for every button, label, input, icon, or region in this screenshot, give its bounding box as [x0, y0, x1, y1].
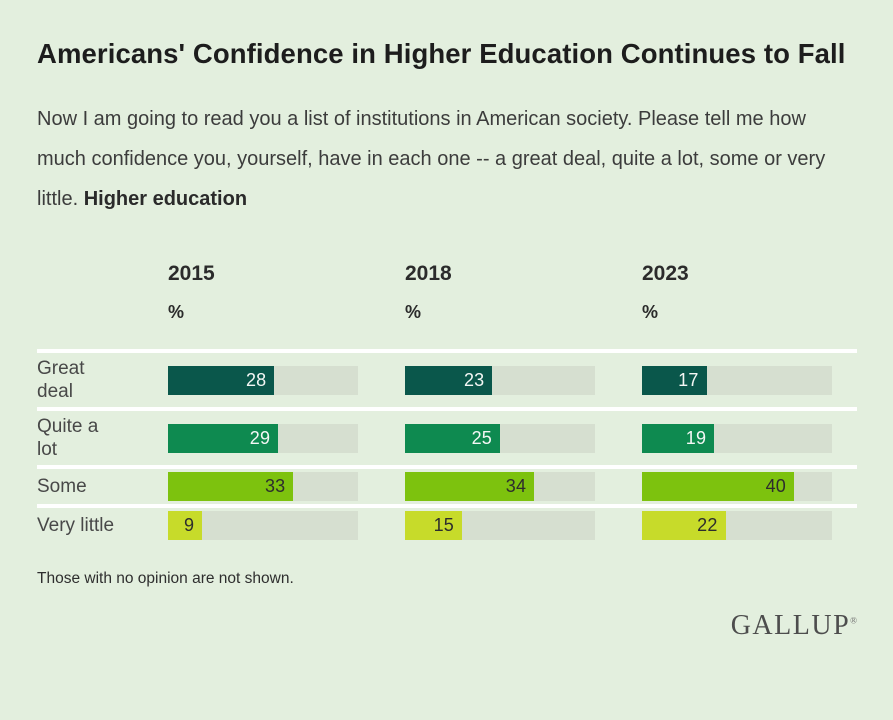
bar-track: 33 — [168, 472, 358, 501]
bar-some-2023: 40 — [642, 472, 794, 501]
bar-value: 29 — [249, 427, 271, 448]
chart-row-quite-a-lot: Quite a lot 29 25 19 — [37, 407, 857, 465]
gallup-wordmark: GALLUP — [730, 610, 851, 641]
year-label: 2015 — [168, 262, 215, 285]
bar-quite-a-lot-2015: 29 — [168, 423, 279, 453]
chart-row-some: Some 33 34 40 — [37, 465, 857, 504]
cell-very-little-2018: 15 — [405, 511, 595, 540]
bar-value: 17 — [678, 369, 699, 390]
percent-unit-label: % — [642, 302, 659, 322]
gallup-logo: GALLUP® — [37, 610, 857, 642]
bar-track: 29 — [168, 423, 358, 453]
bar-track: 23 — [405, 365, 595, 395]
bar-value: 25 — [471, 427, 492, 448]
column-header-2023: 2023 % — [642, 261, 832, 323]
year-label: 2023 — [642, 262, 689, 285]
bar-value: 22 — [697, 515, 718, 535]
survey-question-topic: Higher education — [83, 188, 248, 210]
cell-some-2023: 40 — [642, 472, 832, 501]
percent-unit-label: % — [405, 302, 422, 322]
chart-row-very-little: Very little 9 15 22 — [37, 504, 857, 543]
bar-quite-a-lot-2018: 25 — [405, 423, 500, 453]
bar-track: 34 — [405, 472, 595, 501]
percent-unit-label: % — [168, 302, 185, 322]
bar-value: 33 — [264, 476, 286, 496]
chart-column-headers: 2015 % 2018 % 2023 % — [37, 261, 857, 323]
bar-great-deal-2018: 23 — [405, 365, 493, 395]
chart-row-great-deal: Great deal 28 23 17 — [37, 349, 857, 407]
cell-some-2018: 34 — [405, 472, 595, 501]
cell-very-little-2015: 9 — [168, 511, 358, 540]
row-label-great-deal: Great deal — [37, 358, 85, 402]
label-column-spacer — [37, 261, 168, 323]
cell-some-2015: 33 — [168, 472, 358, 501]
cell-quite-a-lot-2015: 29 — [168, 423, 358, 453]
bar-track: 28 — [168, 365, 358, 395]
row-label-very-little: Very little — [37, 515, 115, 536]
year-label: 2018 — [405, 262, 452, 285]
bar-value: 15 — [433, 515, 454, 535]
bar-quite-a-lot-2023: 19 — [642, 423, 715, 453]
bar-track: 9 — [168, 511, 358, 540]
bar-value: 19 — [685, 427, 707, 448]
footnote: Those with no opinion are not shown. — [37, 570, 294, 587]
cell-quite-a-lot-2023: 19 — [642, 423, 832, 453]
bar-track: 17 — [642, 365, 832, 395]
bar-some-2018: 34 — [405, 472, 535, 501]
column-header-2018: 2018 % — [405, 261, 595, 323]
bar-value: 40 — [765, 476, 786, 496]
bar-track: 22 — [642, 511, 832, 540]
bar-chart: 2015 % 2018 % 2023 % Great deal 28 — [37, 261, 857, 543]
bar-track: 19 — [642, 423, 832, 453]
bar-great-deal-2015: 28 — [168, 365, 275, 395]
bar-track: 40 — [642, 472, 832, 501]
registered-trademark-icon: ® — [850, 615, 857, 626]
cell-great-deal-2018: 23 — [405, 365, 595, 395]
bar-track: 25 — [405, 423, 595, 453]
bar-value: 34 — [505, 476, 527, 496]
bar-value: 9 — [183, 515, 195, 535]
bar-great-deal-2023: 17 — [642, 365, 707, 395]
cell-great-deal-2015: 28 — [168, 365, 358, 395]
bar-some-2015: 33 — [168, 472, 294, 501]
bar-very-little-2015: 9 — [168, 511, 203, 540]
cell-great-deal-2023: 17 — [642, 365, 832, 395]
row-label-quite-a-lot: Quite a lot — [37, 416, 99, 460]
cell-very-little-2023: 22 — [642, 511, 832, 540]
bar-value: 23 — [463, 369, 485, 390]
survey-question-text: Now I am going to read you a list of ins… — [37, 108, 826, 210]
row-label-some: Some — [37, 476, 87, 497]
bar-value: 28 — [245, 369, 267, 390]
page-title: Americans' Confidence in Higher Educatio… — [37, 38, 846, 69]
bar-very-little-2023: 22 — [642, 511, 726, 540]
cell-quite-a-lot-2018: 25 — [405, 423, 595, 453]
column-header-2015: 2015 % — [168, 261, 358, 323]
bar-track: 15 — [405, 511, 595, 540]
survey-question: Now I am going to read you a list of ins… — [37, 99, 856, 219]
bar-very-little-2018: 15 — [405, 511, 462, 540]
